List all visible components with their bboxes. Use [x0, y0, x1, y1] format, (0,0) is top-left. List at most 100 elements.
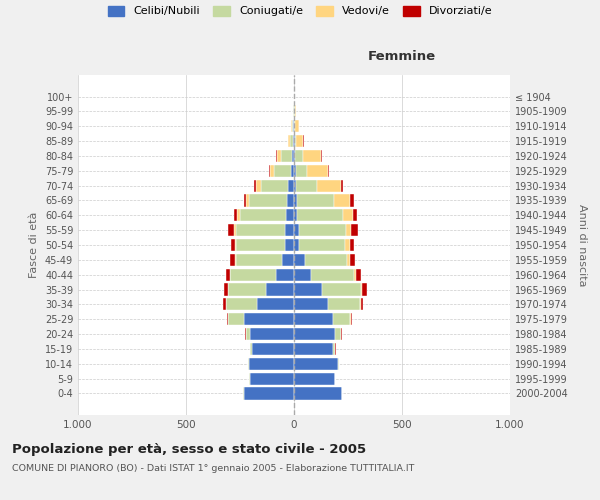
Bar [230, 268, 275, 281]
Bar [291, 120, 292, 132]
Bar [347, 254, 350, 266]
Bar [266, 284, 294, 296]
Bar [351, 224, 358, 236]
Bar [246, 194, 249, 206]
Bar [294, 298, 328, 310]
Bar [350, 194, 353, 206]
Bar [354, 268, 356, 281]
Bar [223, 298, 226, 310]
Bar [235, 239, 236, 251]
Text: Popolazione per età, sesso e stato civile - 2005: Popolazione per età, sesso e stato civil… [12, 442, 366, 456]
Text: COMUNE DI PIANORO (BO) - Dati ISTAT 1° gennaio 2005 - Elaborazione TUTTITALIA.IT: COMUNE DI PIANORO (BO) - Dati ISTAT 1° g… [12, 464, 415, 473]
Bar [317, 180, 341, 192]
Bar [261, 180, 288, 192]
Bar [277, 150, 281, 162]
Bar [224, 284, 227, 296]
Bar [350, 313, 352, 326]
Bar [235, 254, 236, 266]
Bar [297, 209, 343, 222]
Bar [227, 224, 234, 236]
Bar [281, 150, 292, 162]
Bar [293, 135, 294, 147]
Bar [275, 268, 294, 281]
Bar [234, 224, 236, 236]
Bar [236, 254, 282, 266]
Bar [341, 388, 342, 400]
Bar [321, 150, 322, 162]
Bar [294, 135, 295, 147]
Bar [311, 268, 354, 281]
Bar [335, 328, 341, 340]
Bar [360, 298, 361, 310]
Bar [288, 135, 290, 147]
Bar [274, 164, 290, 177]
Bar [250, 328, 294, 340]
Bar [250, 343, 252, 355]
Bar [285, 239, 294, 251]
Bar [294, 313, 334, 326]
Bar [287, 194, 294, 206]
Bar [295, 135, 296, 147]
Bar [334, 313, 350, 326]
Bar [294, 194, 297, 206]
Bar [295, 150, 303, 162]
Bar [231, 239, 235, 251]
Bar [294, 209, 297, 222]
Bar [293, 120, 294, 132]
Bar [226, 268, 230, 281]
Bar [353, 209, 357, 222]
Bar [350, 239, 354, 251]
Legend: Celibi/Nubili, Coniugati/e, Vedovi/e, Divorziati/e: Celibi/Nubili, Coniugati/e, Vedovi/e, Di… [108, 6, 492, 16]
Bar [248, 358, 294, 370]
Bar [250, 372, 294, 384]
Bar [295, 120, 299, 132]
Bar [249, 194, 287, 206]
Bar [303, 150, 321, 162]
Bar [296, 180, 317, 192]
Bar [294, 328, 335, 340]
Bar [328, 298, 360, 310]
Bar [285, 224, 294, 236]
Bar [257, 298, 294, 310]
Bar [254, 180, 256, 192]
Bar [294, 164, 296, 177]
Bar [341, 180, 343, 192]
Bar [343, 209, 353, 222]
Bar [334, 343, 335, 355]
Bar [230, 254, 235, 266]
Y-axis label: Anni di nascita: Anni di nascita [577, 204, 587, 286]
Bar [228, 313, 244, 326]
Bar [236, 239, 285, 251]
Bar [328, 164, 329, 177]
Bar [252, 343, 294, 355]
Bar [246, 328, 250, 340]
Bar [271, 164, 274, 177]
Bar [290, 135, 293, 147]
Bar [361, 298, 363, 310]
Bar [362, 284, 367, 296]
Bar [361, 284, 362, 296]
Bar [237, 209, 240, 222]
Bar [296, 135, 303, 147]
Bar [228, 284, 266, 296]
Bar [294, 150, 295, 162]
Bar [294, 239, 299, 251]
Bar [307, 164, 328, 177]
Bar [226, 298, 257, 310]
Bar [244, 194, 246, 206]
Bar [286, 209, 294, 222]
Bar [294, 268, 311, 281]
Bar [244, 388, 294, 400]
Text: Femmine: Femmine [368, 50, 436, 63]
Bar [292, 150, 294, 162]
Bar [294, 284, 322, 296]
Bar [334, 194, 350, 206]
Bar [295, 106, 296, 118]
Bar [294, 388, 341, 400]
Bar [299, 239, 345, 251]
Bar [294, 343, 334, 355]
Bar [294, 180, 296, 192]
Bar [322, 284, 361, 296]
Bar [345, 239, 350, 251]
Bar [356, 268, 361, 281]
